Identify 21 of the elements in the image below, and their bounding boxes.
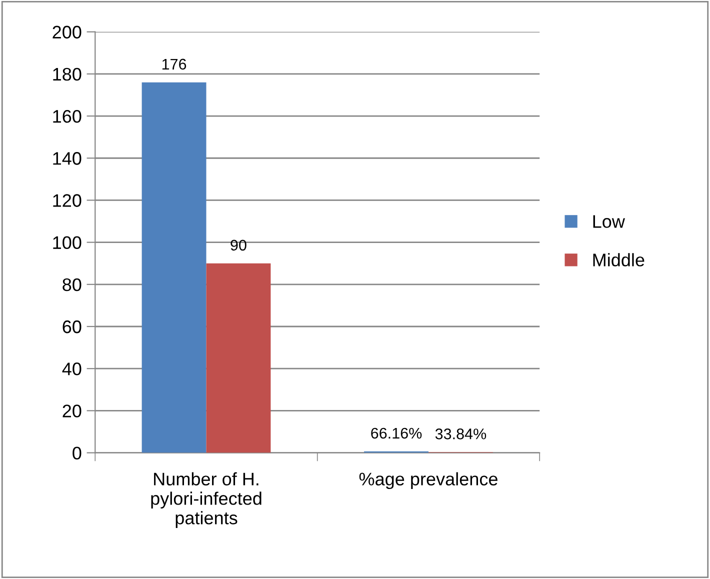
- y-tick-label: 60: [62, 320, 82, 334]
- y-tick-label: 160: [53, 110, 82, 123]
- x-tick-label: %age prevalence: [359, 472, 498, 490]
- bar: [206, 263, 271, 453]
- y-tick-label: 20: [62, 404, 82, 418]
- y-tick-label: 0: [72, 446, 82, 460]
- y-tick-label: 100: [53, 236, 82, 250]
- y-tick-label: 140: [53, 152, 82, 165]
- x-tick-label: Number of H. pylori-infected patients: [151, 472, 262, 528]
- y-tick-label: 180: [53, 68, 82, 81]
- y-tick-label: 40: [62, 362, 82, 376]
- legend-label: Low: [593, 215, 625, 228]
- y-tick-label: 80: [62, 278, 82, 292]
- bar: [142, 82, 206, 453]
- data-label: 66.16%: [371, 428, 422, 439]
- y-tick-label: 120: [53, 194, 82, 207]
- data-label: 90: [230, 240, 246, 251]
- data-label: 33.84%: [435, 428, 486, 440]
- data-label: 176: [162, 58, 186, 70]
- y-tick-label: 200: [52, 26, 82, 39]
- legend-label: Middle: [593, 253, 644, 266]
